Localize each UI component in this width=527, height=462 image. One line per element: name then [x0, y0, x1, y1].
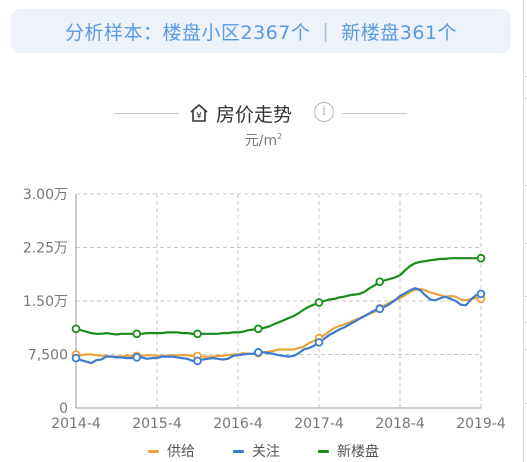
x-tick-label: 2017-4	[294, 416, 344, 432]
series-point-new	[132, 329, 142, 339]
yen-glyph: ¥	[196, 112, 202, 122]
series-point-attention	[375, 304, 385, 314]
legend-label-supply: 供给	[167, 444, 195, 460]
series-point-attention	[253, 348, 263, 357]
chart-title: 房价走势	[216, 104, 293, 126]
series-point-new	[314, 298, 324, 307]
series-point-new	[253, 324, 263, 334]
house-yen-icon: ¥	[190, 104, 208, 122]
series-line-new	[75, 257, 481, 336]
y-tick-label: 7,500	[28, 348, 68, 364]
x-tick-label: 2018-4	[375, 416, 425, 432]
title-divider-right	[342, 113, 407, 114]
series-point-attention	[132, 353, 142, 362]
y-tick-label: 0	[59, 401, 68, 417]
x-tick-label: 2014-4	[51, 416, 101, 432]
series-point-new	[476, 253, 486, 263]
title-divider-left	[114, 113, 179, 114]
y-tick-label: 3.00万	[23, 187, 68, 203]
y-tick-label: 1.50万	[23, 294, 68, 310]
legend-swatch-new	[318, 449, 329, 453]
legend-swatch-supply	[148, 449, 159, 453]
banner-separator: |	[322, 20, 330, 42]
legend-item-attention[interactable]: 关注	[233, 441, 280, 461]
series-line-supply	[75, 287, 482, 358]
series-point-attention	[71, 353, 81, 363]
price-unit-sup: 2	[277, 132, 283, 141]
right-edge-divider	[523, 0, 527, 462]
chart-legend: 供给 关注 新楼盘	[0, 441, 527, 461]
legend-item-new[interactable]: 新楼盘	[318, 441, 379, 461]
price-unit: 元/m2	[0, 130, 527, 150]
chart-title-row: ¥ 房价走势 i	[0, 98, 527, 130]
series-point-new	[375, 277, 385, 287]
y-tick-label: 2.25万	[23, 241, 68, 257]
series-line-attention	[75, 287, 482, 365]
series-point-attention	[314, 338, 324, 347]
new-project-count: 新楼盘361个	[341, 21, 458, 44]
series-point-attention	[476, 289, 486, 299]
series-point-attention	[193, 356, 202, 366]
info-icon[interactable]: i	[314, 102, 334, 122]
price-unit-text: 元/m	[244, 133, 278, 149]
legend-label-attention: 关注	[252, 444, 280, 460]
x-tick-label: 2015-4	[132, 416, 182, 432]
series-point-new	[193, 329, 202, 339]
x-tick-label: 2016-4	[213, 416, 263, 432]
series-point-new	[71, 324, 81, 334]
legend-item-supply[interactable]: 供给	[148, 441, 195, 461]
community-count: 楼盘小区2367个	[162, 21, 311, 44]
x-tick-label: 2019-4	[456, 416, 506, 432]
legend-swatch-attention	[233, 449, 244, 453]
legend-label-new: 新楼盘	[337, 444, 379, 460]
sample-summary-banner: 分析样本： 楼盘小区2367个 | 新楼盘361个	[11, 9, 511, 53]
samples-label: 分析样本：	[64, 21, 163, 44]
price-trend-chart: 0 7,500 1.50万 2.25万 3.00万 2014-4 2015-4 2016-4 2…	[23, 187, 506, 432]
